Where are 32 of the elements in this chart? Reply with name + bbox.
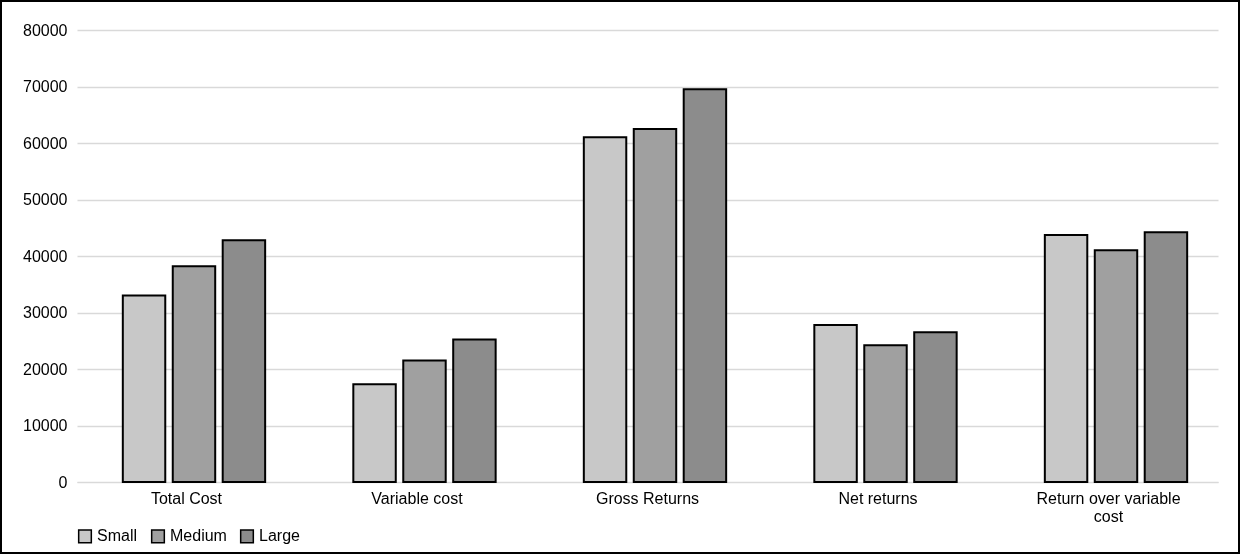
bar (452, 338, 497, 483)
y-tick-label: 70000 (23, 78, 68, 95)
y-tick-label: 40000 (23, 247, 68, 265)
x-tick-label: Gross Returns (595, 489, 700, 507)
bar (913, 331, 958, 483)
y-tick-label: 50000 (23, 191, 68, 208)
bar (221, 239, 267, 483)
bar (121, 294, 167, 483)
bar (352, 383, 397, 483)
bar (863, 344, 908, 483)
bar (813, 323, 858, 483)
bar (682, 88, 728, 483)
bar (1093, 249, 1139, 483)
x-tick-label: Net returns (838, 489, 918, 507)
bar (632, 127, 678, 483)
x-tick-label: Total Cost (150, 489, 223, 507)
y-tick-label: 20000 (23, 360, 68, 378)
y-tick-label: 60000 (23, 134, 68, 152)
y-tick-label: 0 (58, 473, 68, 491)
y-tick-label: 10000 (23, 417, 68, 434)
x-tick-label: Return over variable cost (1036, 489, 1181, 525)
bar (1143, 231, 1189, 483)
legend-label: Large (259, 527, 301, 545)
bar (1043, 234, 1089, 483)
legend-label: Medium (170, 527, 227, 545)
y-tick-label: 80000 (23, 21, 68, 39)
legend-label: Small (97, 527, 138, 545)
x-tick-label: Variable cost (371, 489, 464, 507)
y-tick-label: 30000 (23, 304, 68, 321)
bar (582, 136, 628, 483)
bar (171, 265, 217, 483)
bar (402, 359, 447, 483)
